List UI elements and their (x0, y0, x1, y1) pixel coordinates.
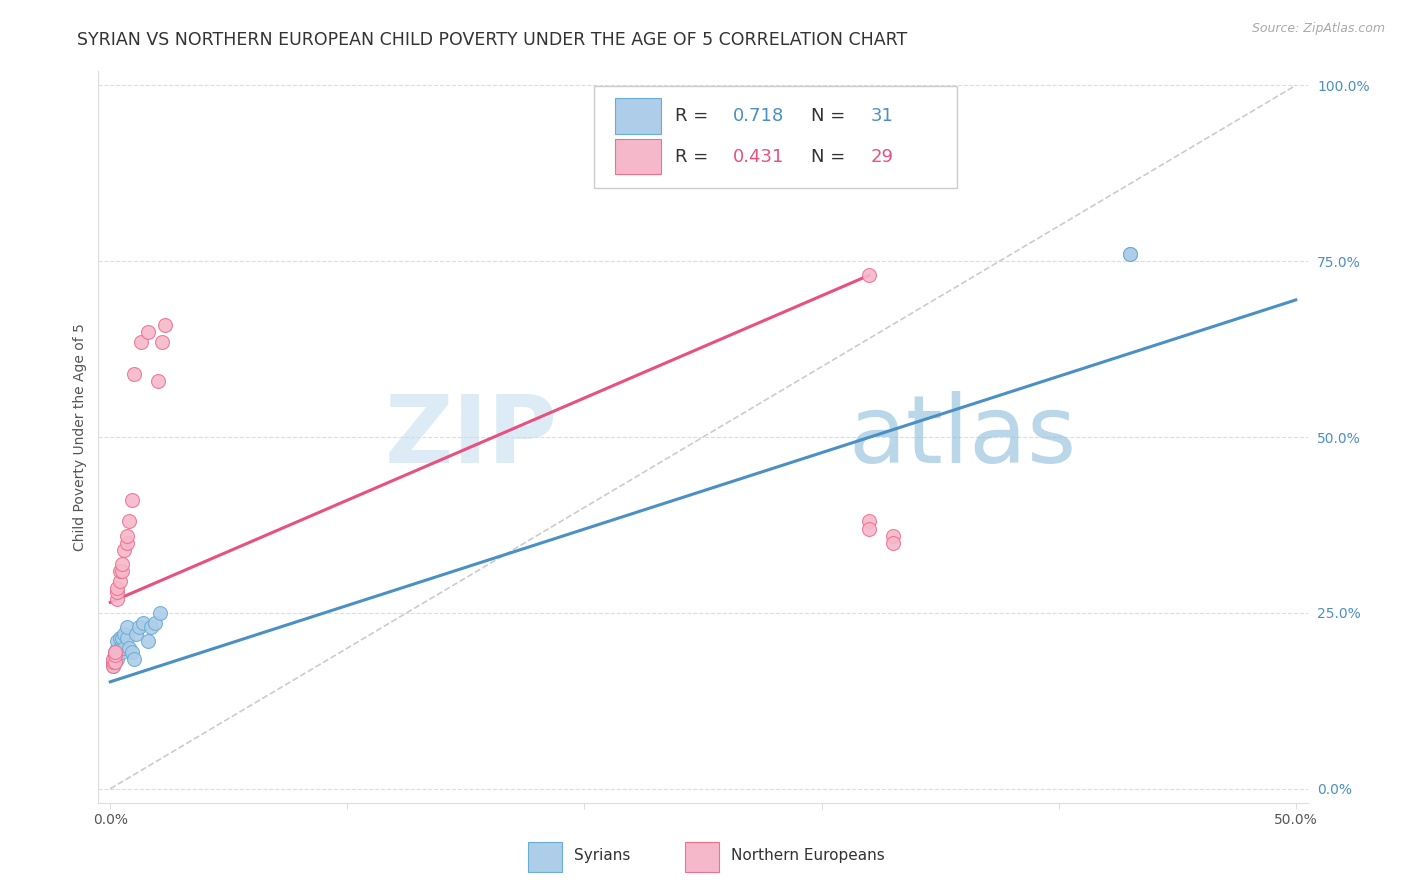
Point (111, 631, 134, 645)
Point (108, 631, 131, 645)
Point (129, 335, 152, 350)
Point (111, 641, 134, 656)
Point (146, 374, 169, 388)
Point (105, 591, 128, 606)
Point (1119, 247, 1142, 261)
Point (152, 335, 174, 350)
Point (104, 644, 127, 658)
Point (114, 641, 136, 656)
Point (115, 535, 138, 549)
Text: atlas: atlas (848, 391, 1077, 483)
Point (136, 634, 159, 648)
Point (104, 644, 127, 658)
Text: ZIP: ZIP (385, 391, 558, 483)
Point (121, 644, 143, 658)
FancyBboxPatch shape (614, 139, 661, 175)
Point (858, 521, 880, 535)
Point (101, 658, 124, 673)
Point (149, 606, 172, 620)
Point (128, 620, 150, 634)
Point (122, 367, 145, 381)
Point (111, 557, 134, 571)
Point (139, 620, 162, 634)
Point (104, 648, 127, 662)
Text: 29: 29 (872, 148, 894, 166)
Point (105, 634, 128, 648)
Point (858, 268, 880, 283)
Point (114, 542, 136, 557)
Text: Source: ZipAtlas.com: Source: ZipAtlas.com (1251, 22, 1385, 36)
Point (858, 515, 880, 529)
Point (105, 582, 128, 596)
Point (115, 620, 138, 634)
Point (104, 655, 127, 669)
Point (118, 515, 141, 529)
Point (153, 318, 176, 332)
Point (105, 644, 128, 658)
Point (104, 655, 127, 669)
Point (108, 641, 131, 656)
Point (115, 631, 138, 645)
Point (104, 648, 127, 662)
Point (108, 564, 131, 578)
Point (118, 641, 141, 656)
Point (105, 651, 128, 665)
Text: R =: R = (675, 107, 714, 125)
Point (122, 651, 145, 665)
Point (115, 528, 138, 542)
Point (882, 528, 904, 542)
FancyBboxPatch shape (685, 842, 718, 871)
Text: R =: R = (675, 148, 714, 166)
Point (101, 655, 124, 669)
Point (136, 325, 159, 339)
Point (105, 641, 128, 656)
Y-axis label: Child Poverty Under the Age of 5: Child Poverty Under the Age of 5 (73, 323, 87, 551)
Point (111, 564, 134, 578)
Point (101, 651, 124, 665)
FancyBboxPatch shape (527, 842, 561, 871)
Point (121, 493, 143, 508)
Point (101, 655, 124, 669)
Text: Northern Europeans: Northern Europeans (731, 848, 884, 863)
Text: SYRIAN VS NORTHERN EUROPEAN CHILD POVERTY UNDER THE AGE OF 5 CORRELATION CHART: SYRIAN VS NORTHERN EUROPEAN CHILD POVERT… (77, 31, 908, 49)
Point (1119, 247, 1142, 261)
Point (104, 651, 127, 665)
Text: 0.431: 0.431 (734, 148, 785, 166)
Point (114, 627, 136, 641)
Text: 0.718: 0.718 (734, 107, 785, 125)
Text: N =: N = (811, 148, 851, 166)
Text: N =: N = (811, 107, 851, 125)
Point (105, 584, 128, 599)
Point (132, 616, 155, 631)
Point (125, 627, 148, 641)
Point (101, 658, 124, 673)
Point (882, 535, 904, 549)
Text: 31: 31 (872, 107, 894, 125)
Point (111, 644, 134, 658)
Point (143, 616, 166, 631)
Text: Syrians: Syrians (574, 848, 630, 863)
Point (108, 574, 131, 589)
FancyBboxPatch shape (614, 98, 661, 134)
FancyBboxPatch shape (595, 86, 957, 188)
